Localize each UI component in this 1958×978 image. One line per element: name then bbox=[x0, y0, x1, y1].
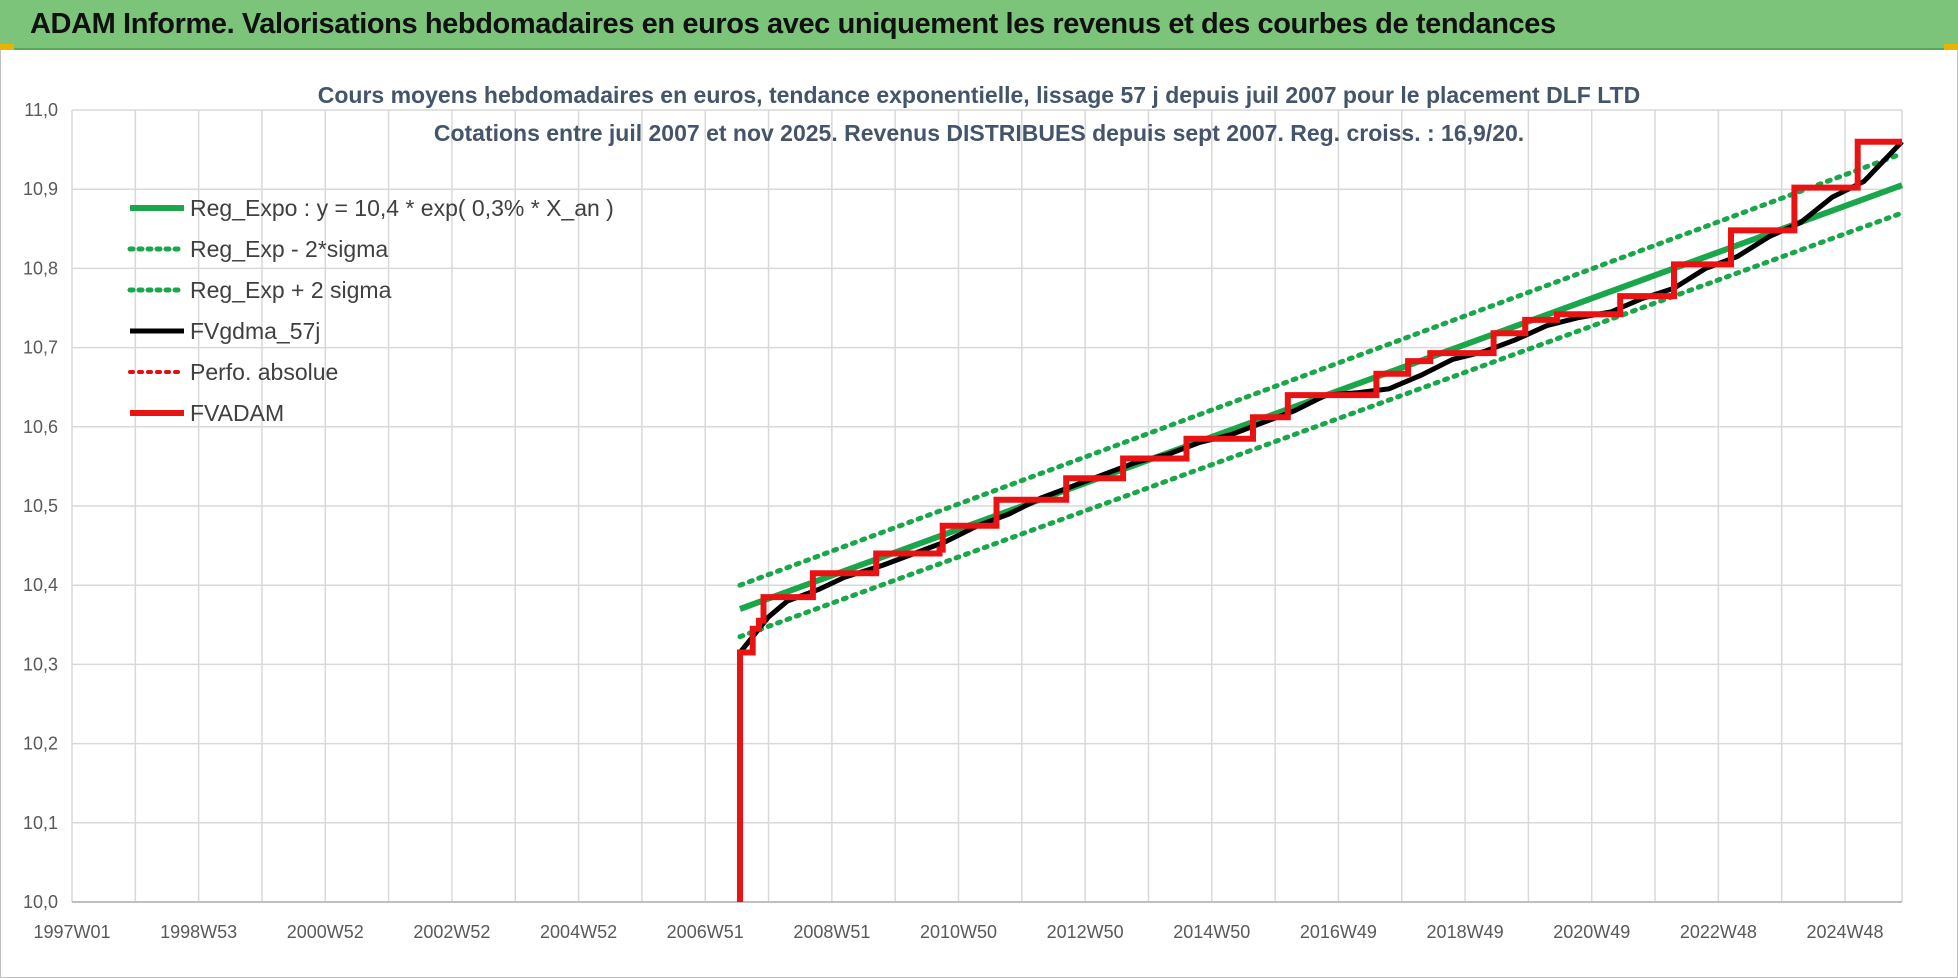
legend-label: FVgdma_57j bbox=[190, 318, 320, 344]
banner-title: ADAM Informe. Valorisations hebdomadaire… bbox=[30, 8, 1556, 40]
reg-exp-plus-2sigma-line bbox=[737, 151, 1905, 588]
x-tick-label: 2002W52 bbox=[413, 922, 490, 942]
y-tick-label: 10,3 bbox=[23, 654, 58, 674]
chart-title: Cours moyens hebdomadaires en euros, ten… bbox=[318, 82, 1640, 108]
x-tick-label: 2018W49 bbox=[1427, 922, 1504, 942]
banner: ADAM Informe. Valorisations hebdomadaire… bbox=[0, 0, 1958, 50]
y-axis: 10,0 10,1 10,2 10,3 10,4 10,5 10,6 10,7 10,8 10,9… bbox=[23, 100, 58, 912]
y-tick-label: 10,9 bbox=[23, 179, 58, 199]
x-tick-label: 2000W52 bbox=[287, 922, 364, 942]
x-tick-label: 2020W49 bbox=[1553, 922, 1630, 942]
legend-label: Reg_Exp - 2*sigma bbox=[190, 236, 388, 262]
y-tick-label: 10,4 bbox=[23, 575, 58, 595]
x-tick-label: 2022W48 bbox=[1680, 922, 1757, 942]
y-tick-label: 10,7 bbox=[23, 338, 58, 358]
gridlines bbox=[71, 109, 1903, 903]
series-layer bbox=[737, 138, 1905, 902]
y-tick-label: 10,5 bbox=[23, 496, 58, 516]
y-tick-label: 10,0 bbox=[23, 892, 58, 912]
corner-mark-right bbox=[1944, 44, 1958, 50]
x-tick-label: 1997W01 bbox=[33, 922, 110, 942]
y-tick-label: 10,2 bbox=[23, 734, 58, 754]
chart-subtitle: Cotations entre juil 2007 et nov 2025. R… bbox=[434, 120, 1524, 146]
legend-label: FVADAM bbox=[190, 400, 284, 426]
legend-label: Reg_Exp + 2 sigma bbox=[190, 277, 392, 303]
y-tick-label: 11,0 bbox=[24, 100, 58, 120]
x-tick-label: 2012W50 bbox=[1047, 922, 1124, 942]
x-tick-label: 2014W50 bbox=[1173, 922, 1250, 942]
x-tick-label: 2016W49 bbox=[1300, 922, 1377, 942]
x-tick-label: 2010W50 bbox=[920, 922, 997, 942]
corner-mark-left bbox=[0, 44, 14, 50]
x-tick-label: 1998W53 bbox=[160, 922, 237, 942]
x-tick-label: 2004W52 bbox=[540, 922, 617, 942]
y-tick-label: 10,8 bbox=[23, 258, 58, 278]
legend-label: Perfo. absolue bbox=[190, 359, 338, 385]
y-tick-label: 10,1 bbox=[23, 813, 58, 833]
legend: Reg_Expo : y = 10,4 * exp( 0,3% * X_an )… bbox=[127, 195, 614, 426]
y-tick-label: 10,6 bbox=[23, 417, 58, 437]
x-tick-label: 2024W48 bbox=[1806, 922, 1883, 942]
reg-exp-minus-2sigma-line bbox=[737, 210, 1905, 640]
x-axis: 1997W01 1998W53 2000W52 2002W52 2004W52 2006W… bbox=[33, 922, 1883, 942]
legend-label: Reg_Expo : y = 10,4 * exp( 0,3% * X_an ) bbox=[190, 195, 614, 221]
x-tick-label: 2008W51 bbox=[793, 922, 870, 942]
x-tick-label: 2006W51 bbox=[667, 922, 744, 942]
fvadam-line bbox=[737, 138, 1902, 902]
